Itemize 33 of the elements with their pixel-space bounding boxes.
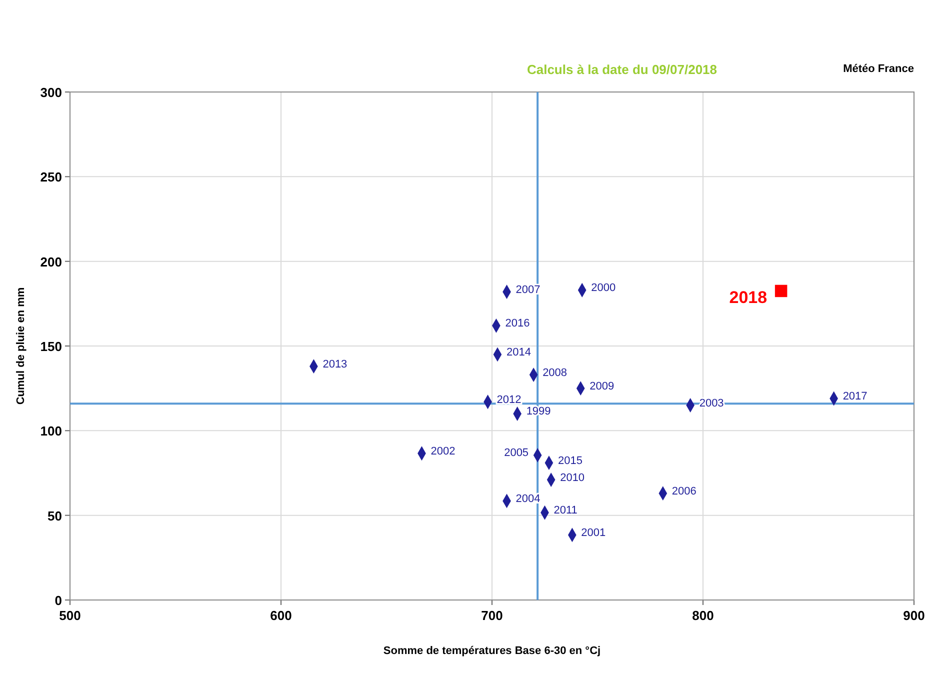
series-label: 2015: [558, 454, 582, 467]
x-tick-label: 800: [692, 608, 714, 623]
text: Météo France: [843, 63, 914, 75]
y-axis-title: Cumul de pluie en mm: [15, 287, 27, 405]
series-label: 2002: [430, 445, 456, 458]
x-tick-label: 600: [270, 608, 292, 623]
point: [774, 284, 788, 298]
x-tick-label: 900: [903, 608, 925, 623]
series-label: 2005: [504, 447, 529, 460]
x-tick-label: 700: [481, 608, 503, 623]
y-tick-label: 50: [48, 508, 62, 524]
series-label: 2001: [581, 526, 606, 539]
y-tick-label: 150: [40, 339, 62, 354]
series-label: 2006: [672, 485, 696, 498]
series-label: 2017: [842, 390, 868, 402]
x-axis-title: Somme de températures Base 6-30 en °Cj: [383, 645, 601, 657]
series-label: 2012: [496, 394, 522, 406]
series-label: 2014: [506, 346, 531, 358]
y-tick-label: 100: [40, 424, 62, 439]
series-label: 2011: [554, 504, 578, 517]
y-tick-label: 0: [54, 593, 62, 608]
series-label: 2016: [505, 318, 530, 330]
series-label: 2000: [591, 282, 616, 294]
y-tick-label: 200: [40, 254, 62, 270]
series-label: 2010: [560, 472, 585, 484]
x-tick-label: 500: [59, 608, 81, 623]
y-tick-label: 250: [40, 170, 62, 185]
series-label: 2018: [729, 288, 768, 307]
series-label: 2009: [590, 380, 614, 392]
chart-title: Calculs à la date du 09/07/2018: [526, 62, 718, 77]
series-label: 2008: [542, 366, 568, 379]
y-tick-label: 300: [40, 85, 62, 100]
series-label: 2013: [322, 358, 348, 370]
